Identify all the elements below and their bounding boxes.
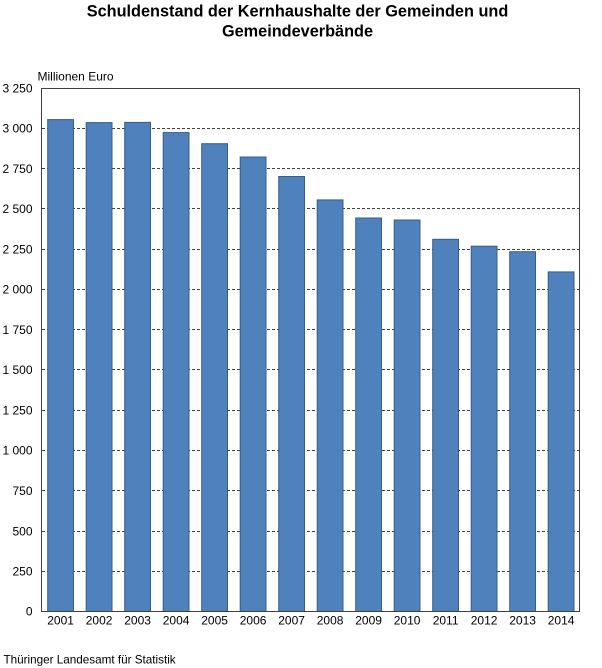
svg-text:1 750: 1 750 [2,323,32,337]
svg-text:3 250: 3 250 [2,81,32,95]
svg-text:2002: 2002 [86,614,113,628]
svg-text:2 250: 2 250 [2,242,32,256]
svg-text:Thüringer Landesamt für Statis: Thüringer Landesamt für Statistik [4,653,176,666]
svg-text:2 000: 2 000 [2,283,32,297]
svg-text:2008: 2008 [317,614,344,628]
svg-text:1 250: 1 250 [2,404,32,418]
svg-text:2003: 2003 [124,614,151,628]
svg-text:Schuldenstand der Kernhaushalt: Schuldenstand der Kernhaushalte der Geme… [87,2,509,20]
svg-text:2006: 2006 [240,614,267,628]
svg-text:3 000: 3 000 [2,122,32,136]
svg-text:2014: 2014 [548,614,575,628]
svg-text:2007: 2007 [278,614,305,628]
svg-text:500: 500 [12,524,32,538]
svg-text:Millionen Euro: Millionen Euro [38,69,114,83]
svg-text:2001: 2001 [47,614,74,628]
svg-text:2004: 2004 [163,614,190,628]
svg-text:750: 750 [12,484,32,498]
svg-text:2012: 2012 [471,614,498,628]
svg-text:2013: 2013 [509,614,536,628]
svg-text:1 500: 1 500 [2,363,32,377]
svg-text:2 500: 2 500 [2,202,32,216]
svg-text:250: 250 [12,565,32,579]
svg-text:Gemeindeverbände: Gemeindeverbände [222,22,373,40]
svg-text:2 750: 2 750 [2,162,32,176]
svg-text:2010: 2010 [394,614,421,628]
svg-text:1 000: 1 000 [2,444,32,458]
svg-text:2005: 2005 [201,614,228,628]
svg-text:2009: 2009 [355,614,382,628]
svg-text:0: 0 [26,605,33,619]
svg-text:2011: 2011 [433,614,459,628]
